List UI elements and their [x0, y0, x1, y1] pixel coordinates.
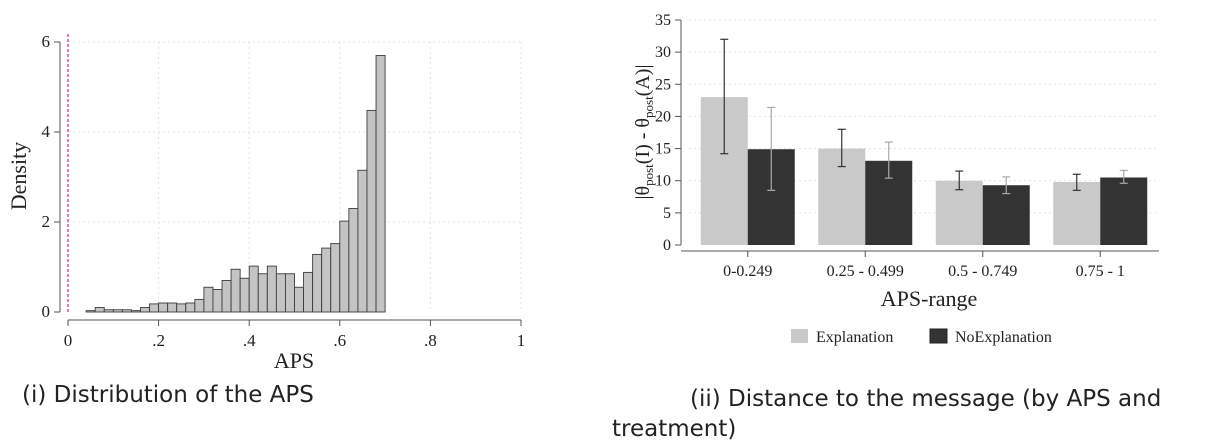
legend-label-explanation: Explanation: [816, 329, 893, 346]
bar-chart-y-tick-label: 20: [655, 108, 671, 125]
histogram-gridlines: [68, 41, 522, 312]
histogram-bar: [176, 303, 187, 313]
bar-chart-category-labels: 0-0.249 0.25 - 0.499 0.5 - 0.749 0.75 - 1: [723, 263, 1125, 280]
histogram-bar: [185, 302, 196, 313]
bar-chart-axes: [675, 19, 1159, 257]
histogram-bar: [103, 309, 114, 313]
histogram-y-tick-label: 2: [42, 212, 51, 231]
histogram-x-axis-label: APS: [274, 348, 314, 373]
histogram-bar: [312, 253, 323, 313]
bar-chart-y-tick-label: 25: [655, 76, 671, 93]
histogram-bar: [294, 286, 305, 313]
histogram-bar: [303, 271, 314, 313]
legend-swatch-explanation: [791, 329, 808, 343]
histogram-axes: [54, 41, 522, 326]
bar-chart-bars: [700, 97, 1148, 246]
bar-explanation: [1053, 182, 1101, 245]
histogram-x-tick-label: .6: [333, 331, 346, 350]
histogram-bar: [275, 273, 286, 313]
bar-chart-x-axis-label: APS-range: [881, 286, 978, 311]
histogram-bar: [339, 220, 350, 313]
bar-noexplanation: [982, 185, 1030, 245]
histogram-y-tick-labels: 0 2 4 6: [42, 32, 51, 321]
bar-chart-y-tick-label: 0: [663, 237, 671, 254]
histogram-y-tick-label: 4: [42, 122, 51, 141]
caption-distance: (ii) Distance to the message (by APS and…: [612, 386, 1162, 442]
histogram-bar: [158, 302, 169, 313]
histogram-bar: [221, 280, 232, 313]
histogram-bar: [348, 208, 359, 313]
bar-explanation: [935, 180, 983, 245]
histogram-bar: [284, 273, 295, 313]
histogram-x-tick-label: .2: [152, 331, 165, 350]
aps-range-bar-chart: 0 5 10 15 20 25 30 35 0-0.249 0.25 - 0.499 0.5 - …: [632, 12, 1159, 346]
bar-chart-category-label: 0.75 - 1: [1076, 263, 1125, 280]
bar-chart-y-tick-label: 35: [655, 12, 671, 29]
bar-chart-y-tick-label: 30: [655, 44, 671, 61]
aps-histogram: 0 .2 .4 .6 .8 1 0 2 4 6 APS Density: [6, 32, 526, 373]
histogram-bar: [203, 286, 214, 313]
caption-distribution: (i) Distribution of the APS: [22, 382, 314, 408]
histogram-bar: [167, 302, 178, 313]
histogram-bar: [94, 307, 105, 313]
histogram-y-tick-label: 0: [42, 302, 51, 321]
histogram-x-tick-labels: 0 .2 .4 .6 .8 1: [64, 331, 526, 350]
histogram-x-tick-label: .8: [424, 331, 437, 350]
histogram-bar: [266, 265, 277, 313]
histogram-bar: [357, 169, 368, 313]
histogram-bar: [366, 109, 377, 313]
histogram-bar: [140, 307, 150, 313]
histogram-bar: [257, 273, 268, 313]
histogram-bar: [85, 310, 96, 313]
histogram-bar: [248, 265, 259, 313]
bar-chart-y-tick-label: 10: [655, 173, 671, 190]
bar-chart-y-tick-label: 5: [663, 205, 671, 222]
histogram-bar: [321, 247, 332, 313]
bar-chart-category-label: 0.25 - 0.499: [827, 263, 904, 280]
histogram-y-tick-label: 6: [42, 32, 51, 51]
histogram-y-axis-label: Density: [6, 142, 31, 210]
histogram-bar: [239, 277, 250, 313]
legend-label-noexplanation: NoExplanation: [955, 329, 1052, 346]
bar-chart-legend: Explanation NoExplanation: [791, 328, 1052, 346]
histogram-x-tick-label: 1: [517, 331, 526, 350]
bar-chart-error-bars: [720, 38, 1128, 195]
histogram-bar: [194, 298, 205, 313]
bar-chart-y-tick-label: 15: [655, 141, 671, 158]
legend-swatch-noexplanation: [929, 328, 948, 344]
bar-noexplanation: [1100, 177, 1148, 245]
histogram-bar: [212, 289, 223, 313]
histogram-x-tick-label: .4: [243, 331, 256, 350]
histogram-bar: [330, 243, 341, 313]
bar-chart-category-label: 0.5 - 0.749: [948, 263, 1017, 280]
histogram-bars: [85, 55, 386, 313]
bar-chart-y-tick-labels: 0 5 10 15 20 25 30 35: [655, 12, 671, 254]
bar-chart-y-axis-label: |θpost(I) - θpost(A)|: [632, 65, 656, 200]
histogram-x-tick-label: 0: [64, 331, 73, 350]
bar-chart-category-label: 0-0.249: [723, 263, 772, 280]
histogram-bar: [112, 309, 123, 313]
histogram-bar: [121, 309, 132, 313]
histogram-bar: [149, 303, 160, 313]
histogram-bar: [375, 55, 386, 313]
histogram-bar: [230, 268, 241, 313]
histogram-bar: [130, 310, 141, 313]
